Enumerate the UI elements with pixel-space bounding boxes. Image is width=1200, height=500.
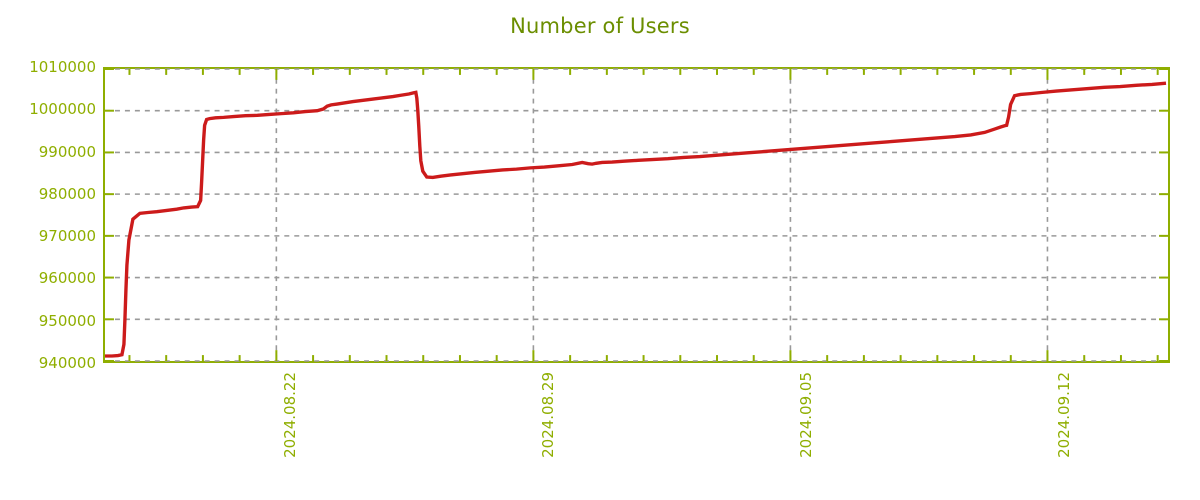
series-line-number-of-users [105,81,1167,358]
y-axis-tick-label: 990000 [38,142,96,161]
x-axis-tick-label: 2024.08.29 [539,372,557,458]
y-axis-tick-label: 950000 [38,311,96,330]
x-axis-tick-label: 2024.09.12 [1055,372,1073,458]
plot-area [103,67,1170,363]
x-axis-tick-label: 2024.09.05 [797,372,815,458]
y-axis-tick-label: 980000 [38,184,96,203]
y-axis-tick-label: 960000 [38,269,96,288]
axis-ticks [105,68,1168,362]
y-axis-tick-label: 1010000 [29,58,96,76]
y-axis-tick-label: 940000 [38,354,96,372]
gridlines [105,68,1168,362]
chart-title: Number of Users [510,14,690,38]
y-axis-tick-label: 970000 [38,227,96,246]
y-axis-tick-label: 1000000 [29,100,96,119]
x-axis-tick-label: 2024.08.22 [281,372,299,458]
data-series-line [105,81,1167,358]
